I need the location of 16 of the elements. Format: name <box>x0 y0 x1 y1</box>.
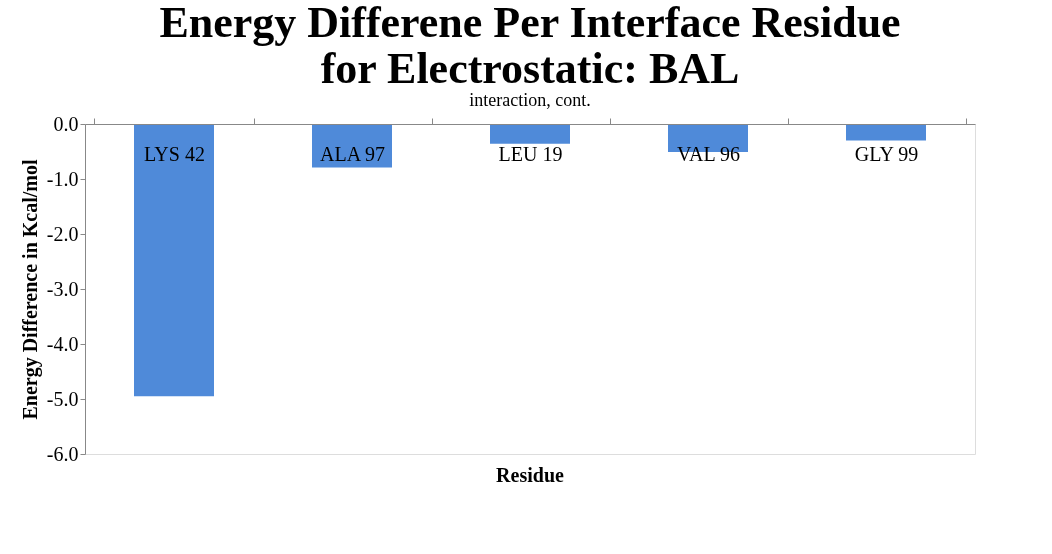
y-tick-label: -4.0 <box>46 332 79 355</box>
y-tick-label: -5.0 <box>46 387 79 410</box>
x-tick-label: ALA 97 <box>320 142 385 165</box>
text: for Electrostatic: BAL <box>320 44 740 93</box>
x-tick-label: LYS 42 <box>144 142 205 165</box>
y-tick-label: -6.0 <box>46 442 79 465</box>
y-axis-title: Energy Difference in Kcal/mol <box>18 159 42 420</box>
x-tick-label: LEU 19 <box>498 142 563 165</box>
y-tick-label: 0.0 <box>53 112 79 135</box>
x-tick-label: GLY 99 <box>854 142 919 165</box>
y-tick-label: -3.0 <box>46 277 79 300</box>
x-axis-title: Residue <box>496 464 565 486</box>
y-tick-label: -1.0 <box>46 167 79 190</box>
y-tick-label: -2.0 <box>46 222 79 245</box>
text: interaction, cont. <box>469 90 591 110</box>
text: Energy Differene Per Interface Residue <box>159 0 901 47</box>
